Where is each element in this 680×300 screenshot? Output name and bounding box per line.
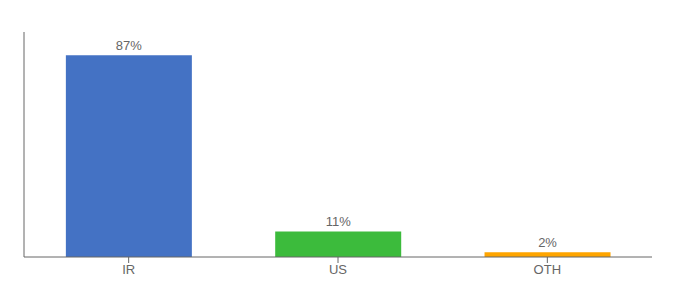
- svg-text:2%: 2%: [538, 235, 557, 250]
- svg-text:OTH: OTH: [534, 262, 561, 277]
- svg-text:11%: 11%: [326, 214, 351, 229]
- svg-text:87%: 87%: [116, 38, 142, 53]
- svg-text:US: US: [329, 262, 347, 277]
- svg-text:IR: IR: [122, 262, 135, 277]
